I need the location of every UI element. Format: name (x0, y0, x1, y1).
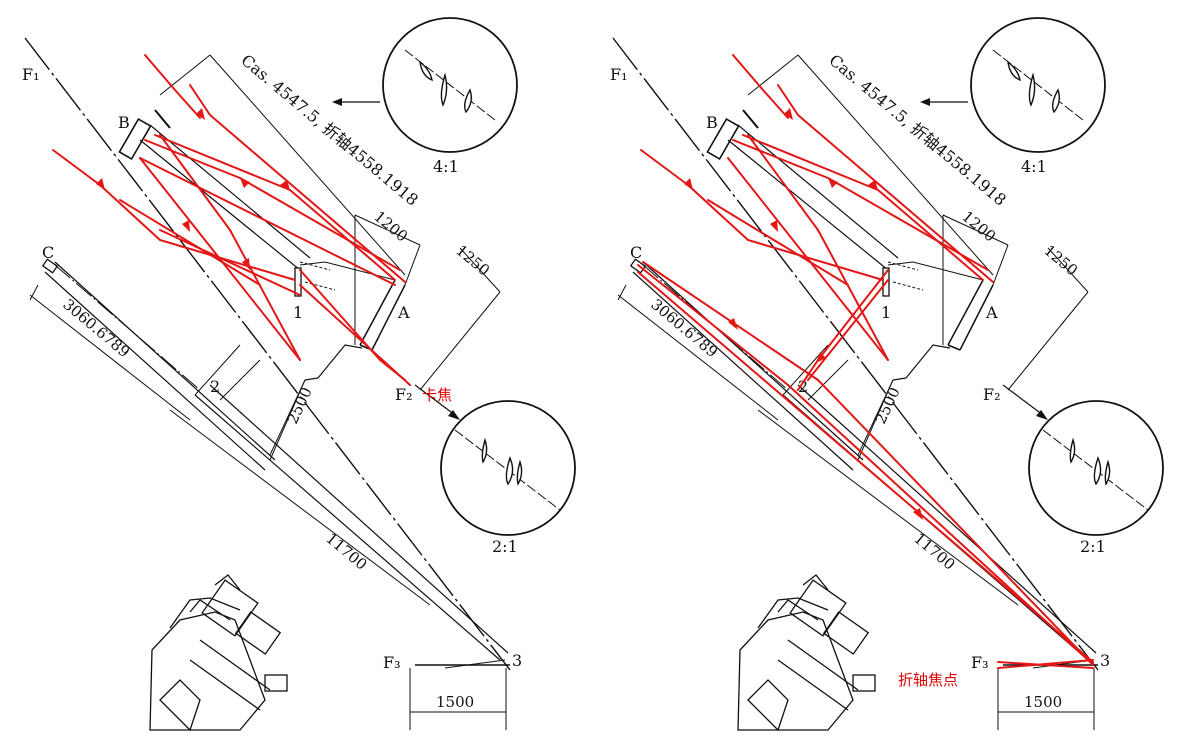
dim-1250: 1250 (452, 241, 493, 279)
left-panel: F₁ B C A 1 2 3 F₂ F₃ Cas. 4547.5, 折轴4558… (22, 17, 576, 731)
dim-2500: 2500 (871, 384, 903, 426)
label-1: 1 (881, 303, 891, 322)
scale-bottom: 2:1 (492, 537, 518, 556)
label-f3: F₃ (971, 653, 989, 672)
label-f1: F₁ (22, 65, 40, 84)
annotation-cassegrain-focus: 卡焦 (422, 386, 452, 404)
right-ray-arrows (684, 108, 923, 520)
dim-1200: 1200 (370, 207, 411, 245)
label-2: 2 (210, 377, 220, 396)
label-1: 1 (293, 303, 303, 322)
dim-1500: 1500 (436, 693, 474, 711)
label-f3: F₃ (383, 653, 401, 672)
dim-1500: 1500 (1024, 693, 1062, 711)
right-panel: F₁ B C A 1 2 3 F₂ F₃ Cas. 4547.5, 折轴4558… (610, 17, 1164, 731)
left-ray-arrows (96, 108, 290, 270)
scale-bottom: 2:1 (1080, 537, 1106, 556)
annotation-coude-focus: 折轴焦点 (898, 671, 958, 689)
left-ray-paths (52, 54, 411, 386)
scale-top: 4:1 (433, 157, 459, 176)
dim-1250: 1250 (1040, 241, 1081, 279)
dim-3060: 3060.6789 (59, 295, 133, 361)
label-b: B (118, 113, 130, 132)
label-c: C (630, 243, 642, 262)
label-2: 2 (798, 377, 808, 396)
dim-2500: 2500 (283, 384, 315, 426)
dim-11700: 11700 (322, 529, 370, 573)
label-b: B (706, 113, 718, 132)
label-3: 3 (512, 651, 522, 670)
dim-1200: 1200 (958, 207, 999, 245)
label-3: 3 (1100, 651, 1110, 670)
label-a: A (397, 303, 410, 322)
label-f2: F₂ (983, 385, 1001, 404)
label-f2: F₂ (395, 385, 413, 404)
scale-top: 4:1 (1021, 157, 1047, 176)
label-c: C (42, 243, 54, 262)
label-f1: F₁ (610, 65, 628, 84)
dim-3060: 3060.6789 (647, 295, 721, 361)
label-a: A (985, 303, 998, 322)
right-ray-paths (637, 54, 1094, 669)
